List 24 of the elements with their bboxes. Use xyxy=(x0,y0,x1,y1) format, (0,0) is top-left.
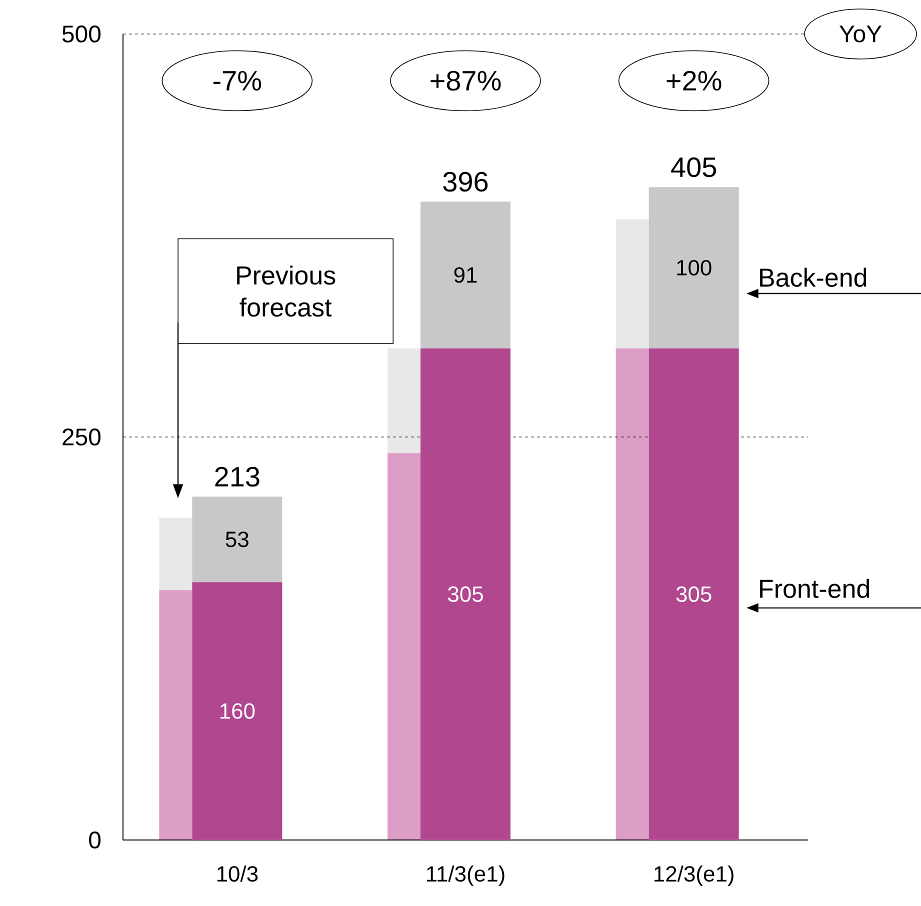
annotation: -7% xyxy=(214,70,262,91)
data-label: 160 xyxy=(220,703,255,719)
data-label: 305 xyxy=(676,586,712,602)
x-tick-label: 11/3(e1) xyxy=(427,866,504,886)
data-label: 305 xyxy=(448,586,483,602)
bar xyxy=(420,202,511,348)
data-label: 91 xyxy=(454,267,477,283)
data-label: 100 xyxy=(677,260,712,276)
bar xyxy=(388,348,421,454)
total-label: 405 xyxy=(671,157,716,178)
x-tick-label: 12/3(e1) xyxy=(654,866,734,886)
x-tick-label: 10/3 xyxy=(217,866,258,882)
annotation: +87% xyxy=(430,70,501,91)
data-label: 53 xyxy=(226,532,248,548)
series-label: Back-end xyxy=(760,268,866,287)
y-tick-label: 0 xyxy=(89,832,101,848)
annotation: +2% xyxy=(666,70,722,91)
total-label: 213 xyxy=(215,466,260,487)
text: YoY xyxy=(839,26,882,42)
y-tick-label: 500 xyxy=(62,26,101,42)
y-tick-label: 250 xyxy=(62,428,101,446)
series-label: Front-end xyxy=(760,578,870,598)
total-label: 396 xyxy=(443,172,488,192)
annotation: Previous forecast xyxy=(237,266,336,317)
